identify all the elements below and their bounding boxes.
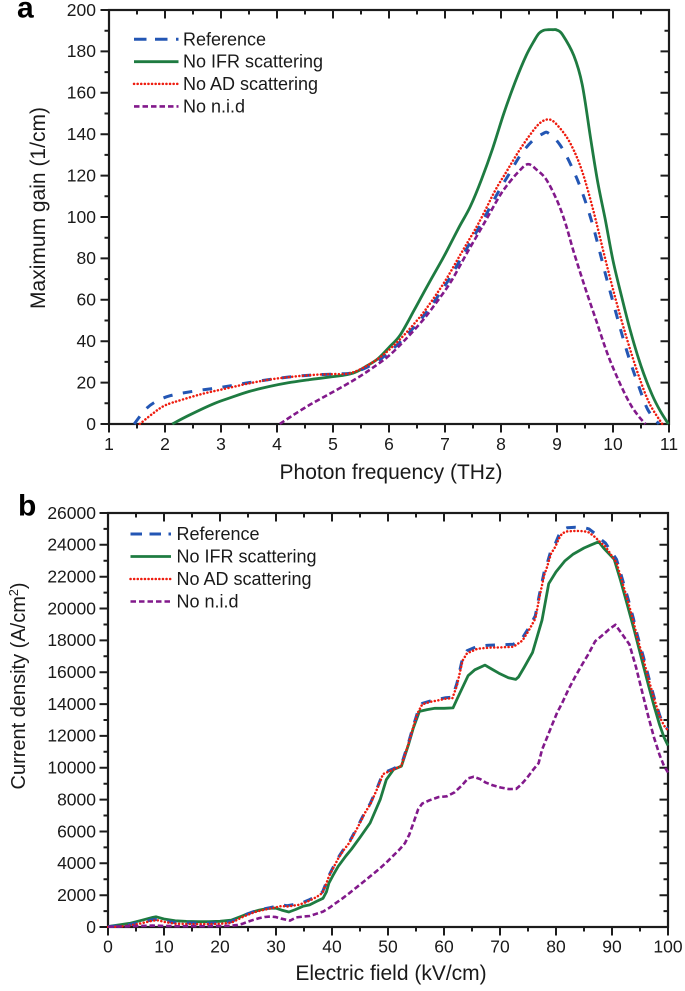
svg-text:11: 11 <box>660 434 678 454</box>
svg-text:140: 140 <box>67 124 96 144</box>
svg-text:Photon frequency (THz): Photon frequency (THz) <box>280 461 503 484</box>
svg-text:0: 0 <box>86 414 96 434</box>
svg-text:40: 40 <box>322 937 342 957</box>
svg-text:10: 10 <box>154 937 174 957</box>
svg-text:Electric field (kV/cm): Electric field (kV/cm) <box>295 962 486 985</box>
svg-text:70: 70 <box>490 937 510 957</box>
svg-text:22000: 22000 <box>47 567 96 587</box>
svg-text:10: 10 <box>603 434 623 454</box>
svg-text:20000: 20000 <box>47 598 96 618</box>
svg-text:No IFR scattering: No IFR scattering <box>177 547 317 567</box>
svg-text:24000: 24000 <box>47 535 96 555</box>
svg-text:18000: 18000 <box>47 630 96 650</box>
svg-text:40: 40 <box>77 331 97 351</box>
svg-text:5: 5 <box>328 434 338 454</box>
svg-text:b: b <box>18 490 36 523</box>
svg-text:Current density (A/cm2): Current density (A/cm2) <box>7 582 30 789</box>
svg-text:No AD scattering: No AD scattering <box>177 569 312 589</box>
svg-text:6000: 6000 <box>57 821 96 841</box>
svg-text:6: 6 <box>384 434 394 454</box>
svg-text:100: 100 <box>653 937 682 957</box>
svg-text:1: 1 <box>104 434 114 454</box>
svg-text:50: 50 <box>378 937 398 957</box>
svg-text:60: 60 <box>434 937 454 957</box>
svg-text:4: 4 <box>272 434 282 454</box>
svg-text:60: 60 <box>77 290 97 310</box>
svg-text:12000: 12000 <box>47 726 96 746</box>
svg-text:3: 3 <box>216 434 226 454</box>
svg-text:80: 80 <box>77 248 97 268</box>
svg-text:a: a <box>17 0 34 25</box>
svg-text:10000: 10000 <box>47 758 96 778</box>
svg-text:Maximum gain (1/cm): Maximum gain (1/cm) <box>27 107 50 309</box>
svg-text:14000: 14000 <box>47 694 96 714</box>
svg-text:8: 8 <box>496 434 506 454</box>
svg-text:8000: 8000 <box>57 789 96 809</box>
svg-text:Reference: Reference <box>177 524 260 544</box>
svg-text:100: 100 <box>67 207 96 227</box>
svg-text:2000: 2000 <box>57 885 96 905</box>
svg-text:No n.i.d: No n.i.d <box>183 96 245 116</box>
svg-text:No IFR scattering: No IFR scattering <box>183 52 323 72</box>
svg-text:180: 180 <box>67 41 96 61</box>
svg-text:0: 0 <box>86 917 96 937</box>
svg-text:120: 120 <box>67 165 96 185</box>
svg-text:No n.i.d: No n.i.d <box>177 592 239 612</box>
svg-text:20: 20 <box>210 937 230 957</box>
svg-text:90: 90 <box>602 937 622 957</box>
svg-text:26000: 26000 <box>47 503 96 523</box>
svg-text:16000: 16000 <box>47 662 96 682</box>
svg-text:30: 30 <box>266 937 286 957</box>
svg-text:80: 80 <box>546 937 566 957</box>
svg-text:0: 0 <box>103 937 113 957</box>
svg-text:4000: 4000 <box>57 853 96 873</box>
svg-text:2: 2 <box>160 434 170 454</box>
svg-text:Reference: Reference <box>183 29 266 49</box>
svg-text:200: 200 <box>67 0 96 20</box>
svg-text:7: 7 <box>440 434 450 454</box>
svg-text:20: 20 <box>77 372 97 392</box>
svg-text:9: 9 <box>552 434 562 454</box>
svg-text:160: 160 <box>67 83 96 103</box>
svg-text:No AD scattering: No AD scattering <box>183 74 318 94</box>
